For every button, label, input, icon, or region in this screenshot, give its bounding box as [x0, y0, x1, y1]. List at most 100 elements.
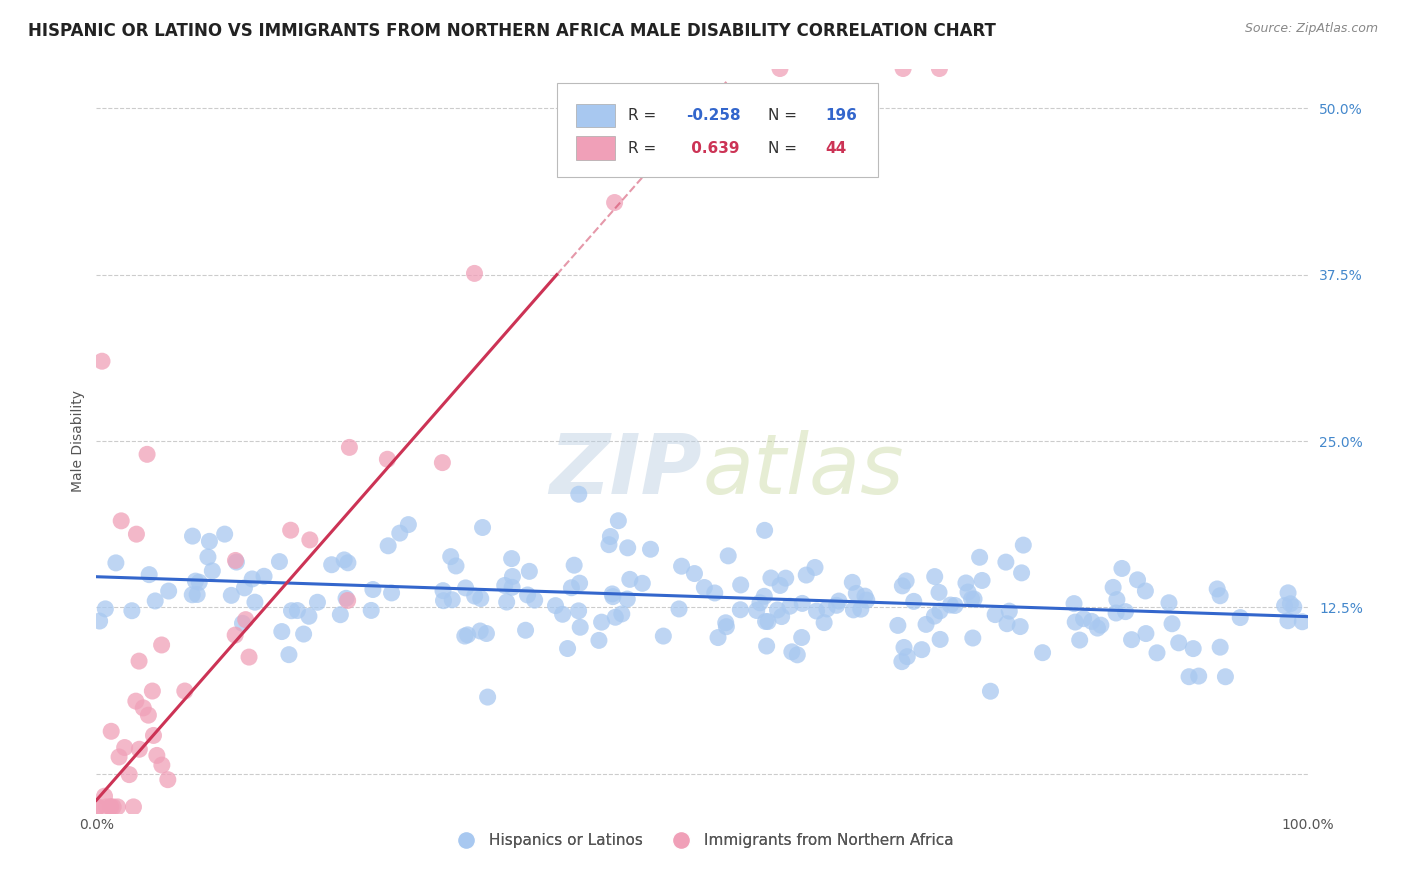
Point [1105, 606, 1128, 620]
Point [600, 587, 623, 601]
Point [1087, 621, 1109, 635]
Point [887, 618, 910, 632]
Point [1011, 566, 1033, 580]
Point [842, 603, 865, 617]
Point [779, 599, 801, 614]
Point [562, 558, 585, 573]
Point [619, 573, 641, 587]
Point [769, 62, 792, 76]
Point [463, 267, 485, 281]
Point [1209, 589, 1232, 603]
Point [911, 642, 934, 657]
Point [100, 724, 122, 739]
Point [91, 354, 114, 368]
Point [156, 772, 179, 787]
Point [893, 640, 915, 655]
Point [1105, 592, 1128, 607]
Text: -0.258: -0.258 [686, 108, 741, 123]
Point [849, 602, 872, 616]
Point [128, 742, 150, 756]
Point [377, 452, 399, 467]
Point [243, 595, 266, 609]
Point [96, 800, 118, 814]
Point [280, 523, 302, 537]
Point [1209, 640, 1232, 655]
Text: Source: ZipAtlas.com: Source: ZipAtlas.com [1244, 22, 1378, 36]
Point [841, 575, 863, 590]
Point [1121, 632, 1143, 647]
Point [224, 553, 246, 567]
Point [136, 447, 159, 461]
Point [87, 800, 110, 814]
Point [253, 569, 276, 583]
Point [339, 441, 361, 455]
Point [457, 628, 479, 642]
Point [766, 603, 789, 617]
Point [110, 514, 132, 528]
Point [143, 594, 166, 608]
Point [960, 592, 983, 607]
Point [454, 581, 477, 595]
Point [495, 595, 517, 609]
Point [100, 800, 122, 814]
Point [994, 555, 1017, 569]
Point [121, 604, 143, 618]
Point [790, 631, 813, 645]
Point [745, 603, 768, 617]
Point [269, 555, 291, 569]
Point [104, 556, 127, 570]
Point [432, 456, 454, 470]
Point [329, 607, 352, 622]
Text: ZIP: ZIP [550, 430, 702, 511]
Point [1012, 538, 1035, 552]
Point [142, 728, 165, 742]
Point [501, 551, 523, 566]
Point [551, 607, 574, 622]
Point [599, 529, 621, 543]
Point [107, 800, 129, 814]
Point [806, 604, 828, 618]
Point [714, 615, 737, 630]
Point [396, 517, 419, 532]
Point [924, 609, 946, 624]
Point [188, 575, 211, 590]
Point [780, 645, 803, 659]
Point [138, 708, 160, 723]
Point [1135, 584, 1157, 599]
Point [138, 567, 160, 582]
Text: HISPANIC OR LATINO VS IMMIGRANTS FROM NORTHERN AFRICA MALE DISABILITY CORRELATIO: HISPANIC OR LATINO VS IMMIGRANTS FROM NO… [28, 22, 995, 40]
Point [984, 607, 1007, 622]
Point [1073, 612, 1095, 626]
Point [928, 585, 950, 599]
Point [759, 571, 782, 585]
Point [1032, 646, 1054, 660]
Point [915, 617, 938, 632]
Point [298, 533, 321, 547]
Point [607, 514, 630, 528]
Point [321, 558, 343, 572]
Point [224, 628, 246, 642]
Point [523, 593, 546, 607]
Point [749, 596, 772, 610]
Point [671, 559, 693, 574]
Point [100, 800, 122, 814]
Text: N =: N = [768, 141, 801, 156]
Point [1157, 596, 1180, 610]
Point [181, 529, 204, 543]
Point [150, 638, 173, 652]
Point [969, 550, 991, 565]
Point [1064, 615, 1087, 629]
Point [471, 520, 494, 534]
Point [292, 627, 315, 641]
Point [1277, 586, 1299, 600]
Point [631, 576, 654, 591]
Point [128, 654, 150, 668]
Point [1146, 646, 1168, 660]
Point [890, 655, 912, 669]
Point [1161, 616, 1184, 631]
Point [1063, 597, 1085, 611]
Point [1069, 633, 1091, 648]
Point [557, 641, 579, 656]
Point [238, 650, 260, 665]
Point [568, 604, 591, 618]
